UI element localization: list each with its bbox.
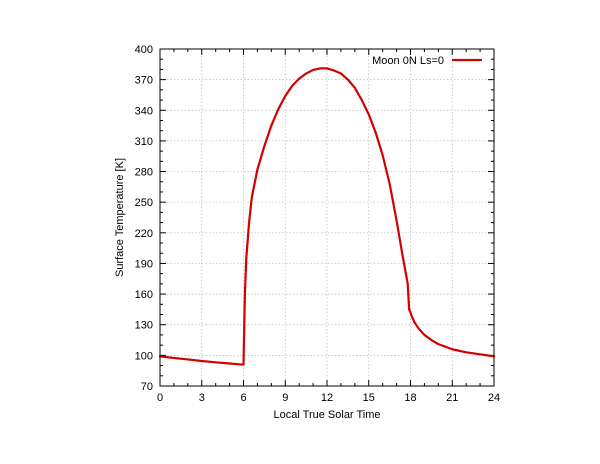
y-tick-label: 100 xyxy=(135,350,153,362)
y-tick-label: 190 xyxy=(135,258,153,270)
legend-label: Moon 0N Ls=0 xyxy=(372,55,444,67)
y-tick-label: 250 xyxy=(135,197,153,209)
x-tick-label: 21 xyxy=(446,392,458,404)
y-tick-label: 130 xyxy=(135,320,153,332)
y-tick-label: 280 xyxy=(135,167,153,179)
y-axis-label: Surface Temperature [K] xyxy=(114,158,126,277)
x-tick-label: 12 xyxy=(321,392,333,404)
x-tick-label: 18 xyxy=(404,392,416,404)
series-layer xyxy=(158,67,496,366)
x-tick-label: 9 xyxy=(282,392,288,404)
series-line xyxy=(158,67,496,366)
x-tick-label: 0 xyxy=(157,392,163,404)
y-tick-label: 160 xyxy=(135,289,153,301)
x-tick-label: 15 xyxy=(363,392,375,404)
legend: Moon 0N Ls=0 xyxy=(372,55,482,67)
y-tick-label: 400 xyxy=(135,44,153,56)
x-tick-labels: 0 3 6 9 12 15 18 21 24 xyxy=(157,392,500,404)
x-axis-label: Local True Solar Time xyxy=(274,409,381,421)
x-tick-label: 3 xyxy=(199,392,205,404)
x-tick-label: 6 xyxy=(240,392,246,404)
y-tick-label: 70 xyxy=(141,381,153,393)
x-tick-label: 24 xyxy=(488,392,500,404)
y-tick-label: 220 xyxy=(135,228,153,240)
y-tick-labels: 70 100 130 160 190 220 250 280 310 340 370 400 xyxy=(135,44,153,393)
y-tick-label: 370 xyxy=(135,75,153,87)
plot-frame xyxy=(159,48,495,387)
y-tick-label: 340 xyxy=(135,105,153,117)
y-tick-label: 310 xyxy=(135,136,153,148)
grid-lines xyxy=(160,49,494,386)
